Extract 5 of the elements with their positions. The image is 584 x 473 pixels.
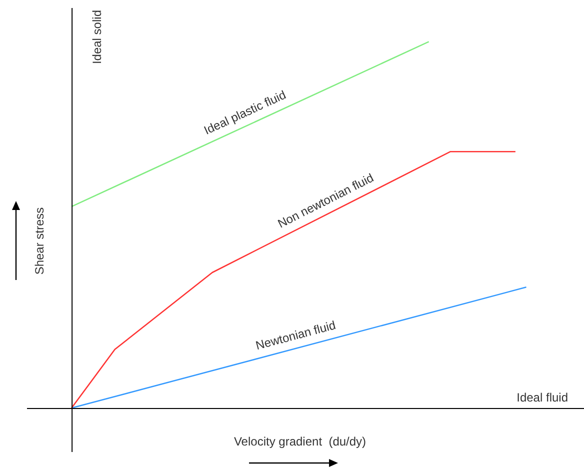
x-axis-title: Velocity gradient (du/dy) bbox=[234, 434, 366, 448]
y-axis-title: Shear stress bbox=[32, 207, 46, 275]
annotation: Ideal fluid bbox=[516, 390, 568, 404]
annotation: Ideal solid bbox=[90, 10, 104, 64]
text: Newtonian fluid bbox=[254, 318, 338, 353]
